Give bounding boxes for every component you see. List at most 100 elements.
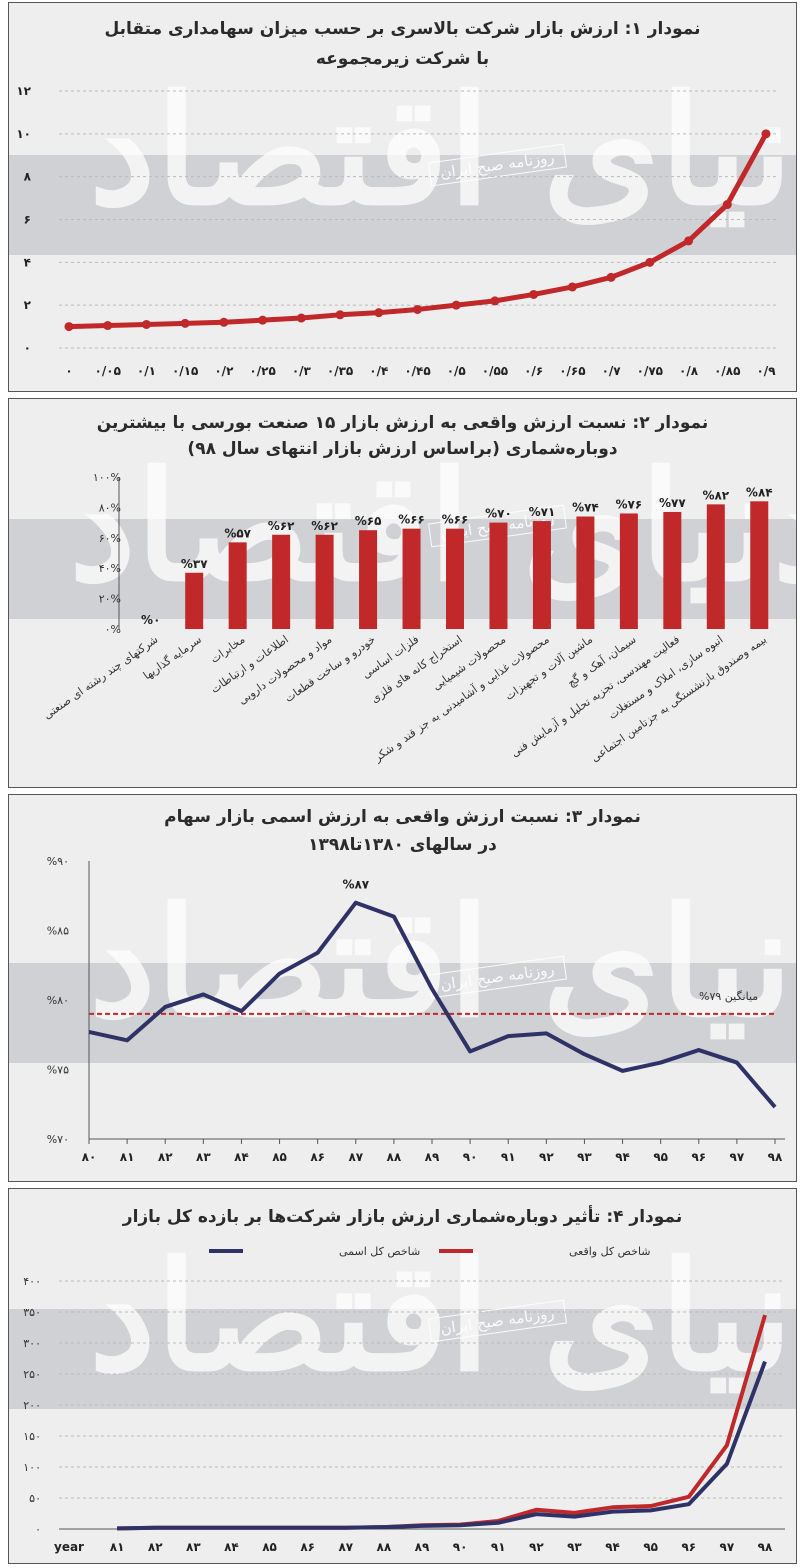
x-tick-label: ۰/۵ <box>447 364 466 378</box>
x-tick-label: ۰/۵۵ <box>482 364 508 378</box>
y-tick-label: ۴۰۰ <box>23 1275 41 1288</box>
chart-panel-2: دنیای اقتصاد روزنامه صبح ایران نمودار ۲:… <box>8 398 797 788</box>
x-tick-label: ۹۷ <box>730 1150 745 1164</box>
x-tick-label: ۸۹ <box>425 1150 440 1164</box>
data-point <box>374 308 384 318</box>
x-tick-label: ۰/۴ <box>369 364 388 378</box>
bar-value-label: %۰ <box>141 613 160 627</box>
x-tick-label: ۸۵ <box>262 1540 277 1554</box>
x-tick-label: ۸۴ <box>234 1150 249 1164</box>
y-tick-label: ۳۵۰ <box>23 1306 41 1319</box>
x-tick-label: ۸۳ <box>186 1540 201 1554</box>
y-tick-label: ۴ <box>24 255 31 269</box>
chart-4-title: نمودار ۴: تأثیر دوباره‌شماری ارزش بازار … <box>122 1207 683 1227</box>
data-point <box>645 257 655 267</box>
data-point <box>451 300 461 310</box>
x-tick-label: ۰/۰۵ <box>95 364 121 378</box>
bar <box>576 516 595 629</box>
bar-value-label: %۸۲ <box>702 488 729 502</box>
data-point <box>219 317 229 327</box>
x-tick-label: ۸۸ <box>377 1540 392 1554</box>
bar-value-label: %۶۶ <box>398 513 425 527</box>
data-point <box>180 318 190 328</box>
chart-1-title: نمودار ۱: ارزش بازار شرکت بالاسری بر حسب… <box>104 19 701 39</box>
bar-value-label: %۶۲ <box>311 519 338 533</box>
data-point <box>335 310 345 320</box>
bar <box>315 534 334 629</box>
watermark-logo: دنیای اقتصاد <box>89 1229 797 1405</box>
y-tick-label: %۷۰ <box>47 1133 69 1146</box>
x-tick-label: ۰/۳ <box>292 364 312 378</box>
data-point <box>567 282 577 292</box>
data-point <box>296 313 306 323</box>
y-tick-label: ۶ <box>24 213 31 227</box>
chart-3-plot: %۷۰ %۷۵ %۸۰ %۸۵ %۹۰ ۸۰ ۸۱ ۸۲ ۸۳ ۸۴ ۸۵ ۸۶ ۸۷ ۸۸ ۸۹ ۹۰ ۹۱ ۹… <box>47 855 785 1164</box>
bar <box>706 504 725 629</box>
x-tick-label: ۹۶ <box>691 1150 706 1164</box>
y-tick-label: ۵۰ <box>29 1492 41 1505</box>
y-tick-label: ۱۰۰ <box>23 1461 41 1474</box>
x-tick-label: ۰/۴۵ <box>404 364 430 378</box>
chart-panel-1: دنیای اقتصاد روزنامه صبح ایران نمودار ۱:… <box>8 2 797 392</box>
x-tick-label: ۸۶ <box>310 1150 325 1164</box>
legend-label: شاخص کل واقعی <box>569 1245 651 1258</box>
bar <box>663 511 682 629</box>
x-tick-label: ۹۸ <box>768 1150 783 1164</box>
data-point <box>103 321 113 331</box>
x-tick-label: ۸۴ <box>224 1540 239 1554</box>
bar-value-label: %۷۰ <box>485 507 512 521</box>
bar-value-label: %۷۴ <box>572 501 599 515</box>
x-tick-label: ۹۸ <box>758 1540 773 1554</box>
x-tick-label: ۸۰ <box>82 1150 97 1164</box>
data-point <box>258 315 268 325</box>
chart-2-subtitle: دوباره‌شماری (براساس ارزش بازار انتهای س… <box>187 439 618 459</box>
y-tick-label: %۸۵ <box>47 925 69 938</box>
bar <box>402 528 421 629</box>
x-tick-label: ۹۱ <box>491 1540 506 1554</box>
x-tick-label: ۰/۸ <box>679 364 699 378</box>
bar <box>750 501 769 629</box>
chart-3-title: نمودار ۳: نسبت ارزش واقعی به ارزش اسمی ب… <box>164 807 641 827</box>
x-tick-label: ۰/۸۵ <box>714 364 740 378</box>
x-tick-label: ۸۷ <box>338 1540 353 1554</box>
category-label: محصولات شیمیایی <box>430 633 508 693</box>
x-tick-label: ۰/۲ <box>214 364 234 378</box>
y-tick-label: ۱۰۰% <box>93 471 121 484</box>
x-tick-label: ۹۴ <box>605 1540 620 1554</box>
x-tick-label: ۹۴ <box>615 1150 630 1164</box>
data-point <box>606 272 616 282</box>
chart-panel-4: دنیای اقتصاد روزنامه صبح ایران نمودار ۴:… <box>8 1188 797 1564</box>
mean-label: میانگین ۷۹% <box>699 990 758 1003</box>
x-tick-label: ۹۲ <box>529 1540 544 1554</box>
x-tick-label: ۹۱ <box>501 1150 516 1164</box>
bar <box>272 534 291 629</box>
bar-value-label: %۷۷ <box>659 496 686 510</box>
x-tick-label: ۹۳ <box>567 1540 582 1554</box>
series-line-2 <box>117 1360 767 1531</box>
x-tick-label: ۰/۹ <box>756 364 776 378</box>
x-tick-label: ۹۵ <box>653 1150 668 1164</box>
x-tick-label: ۸۶ <box>300 1540 315 1554</box>
data-point <box>490 296 500 306</box>
x-tick-label: ۰/۶ <box>524 364 543 378</box>
x-tick-label: ۸۷ <box>348 1150 363 1164</box>
bar-value-label: %۷۶ <box>616 497 643 511</box>
category-label: شرکتهای چند رشته ای صنعتی <box>41 633 160 722</box>
bar <box>228 542 247 629</box>
chart-2-title: نمودار ۲: نسبت ارزش واقعی به ارزش بازار … <box>96 413 709 433</box>
y-tick-label: ۱۵۰ <box>23 1430 41 1443</box>
watermark-band <box>9 1309 796 1409</box>
x-tick-label: ۸۵ <box>272 1150 287 1164</box>
y-tick-label: ۲ <box>24 298 32 312</box>
x-tick-label: ۰/۱ <box>137 364 156 378</box>
x-tick-label: ۹۲ <box>539 1150 554 1164</box>
chart-1-subtitle: با شرکت زیرمجموعه <box>315 49 490 69</box>
x-tick-label: ۸۲ <box>158 1150 173 1164</box>
bar-value-label: %۶۵ <box>355 514 382 528</box>
chart-panel-3: دنیای اقتصاد روزنامه صبح ایران نمودار ۳:… <box>8 794 797 1182</box>
y-tick-label: ۸ <box>24 170 32 184</box>
y-tick-label: ۰ <box>35 1523 41 1536</box>
series-line-1 <box>117 1314 767 1531</box>
legend-label: شاخص کل اسمی <box>339 1245 420 1258</box>
bar-value-label: %۵۷ <box>224 526 251 540</box>
